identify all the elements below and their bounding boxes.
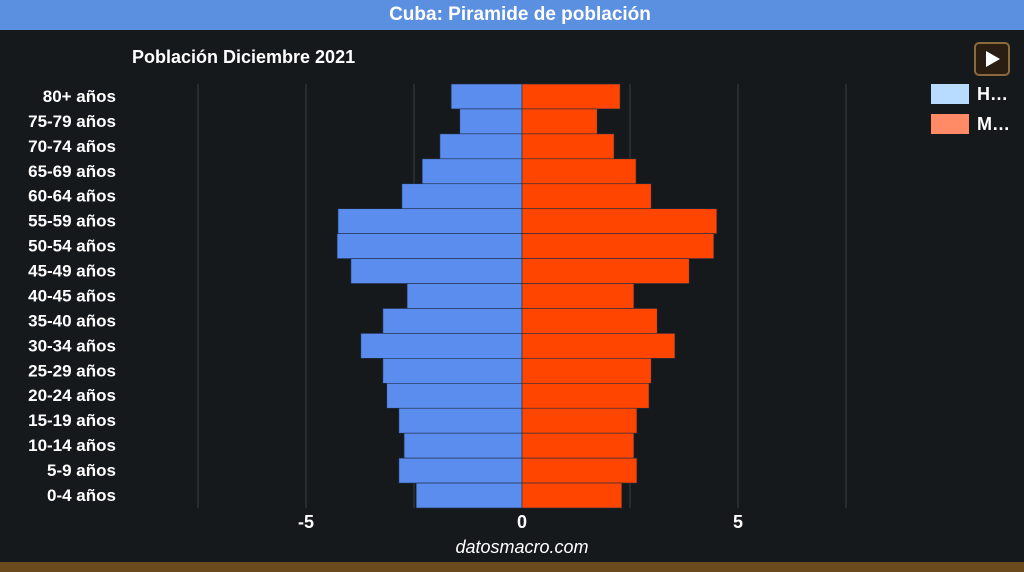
bar [521, 333, 676, 359]
bar [521, 233, 715, 259]
legend-swatch [931, 114, 969, 134]
bar [382, 308, 523, 334]
legend-swatch [931, 84, 969, 104]
y-tick-label: 20-24 años [28, 386, 116, 405]
y-tick-label: 5-9 años [47, 461, 116, 480]
y-tick-label: 80+ años [43, 87, 116, 106]
bar [521, 283, 635, 309]
footer-bar [0, 562, 1024, 572]
y-tick-label: 50-54 años [28, 237, 116, 256]
bar [521, 457, 638, 484]
bar [350, 258, 523, 284]
bar [521, 308, 658, 334]
bar [439, 133, 523, 160]
bar [521, 208, 718, 234]
bar [337, 208, 523, 234]
y-tick-label: 15-19 años [28, 411, 116, 430]
bar [360, 333, 523, 359]
play-icon[interactable] [986, 51, 1000, 67]
y-tick-label: 70-74 años [28, 137, 116, 156]
bar [382, 358, 523, 384]
y-tick-label: 0-4 años [47, 486, 116, 505]
bar [521, 482, 623, 509]
bar [521, 183, 652, 210]
legend-label: H… [977, 84, 1008, 104]
bar [336, 233, 523, 259]
bar [401, 183, 523, 210]
y-tick-label: 55-59 años [28, 212, 116, 231]
source-label: datosmacro.com [455, 537, 588, 557]
bar [398, 407, 523, 434]
bar [403, 432, 523, 459]
x-tick-label: -5 [298, 512, 314, 532]
y-tick-label: 75-79 años [28, 112, 116, 131]
bar [421, 158, 523, 185]
y-tick-label: 65-69 años [28, 162, 116, 181]
bar [521, 158, 637, 185]
y-tick-label: 35-40 años [28, 311, 116, 330]
bar [386, 382, 523, 409]
bar [521, 258, 690, 284]
bar [521, 432, 635, 459]
play-button[interactable] [974, 42, 1010, 76]
y-tick-label: 25-29 años [28, 361, 116, 380]
header-bar [0, 0, 1024, 30]
y-tick-label: 60-64 años [28, 187, 116, 206]
bar [398, 457, 523, 484]
chart-title: Cuba: Piramide de población [389, 4, 651, 25]
bar [521, 407, 638, 434]
bar [415, 482, 523, 509]
chart-subtitle: Población Diciembre 2021 [132, 47, 355, 67]
y-tick-label: 45-49 años [28, 262, 116, 281]
y-tick-label: 10-14 años [28, 436, 116, 455]
bar [521, 358, 652, 384]
bar [521, 108, 598, 135]
legend-label: M… [977, 114, 1010, 134]
bar [450, 83, 523, 110]
x-tick-label: 0 [517, 512, 527, 532]
bar [459, 108, 523, 135]
y-tick-label: 30-34 años [28, 336, 116, 355]
x-tick-label: 5 [733, 512, 743, 532]
y-tick-label: 40-45 años [28, 286, 116, 305]
bar [406, 283, 523, 309]
bar [521, 382, 650, 409]
bar [521, 83, 621, 110]
bar [521, 133, 615, 160]
